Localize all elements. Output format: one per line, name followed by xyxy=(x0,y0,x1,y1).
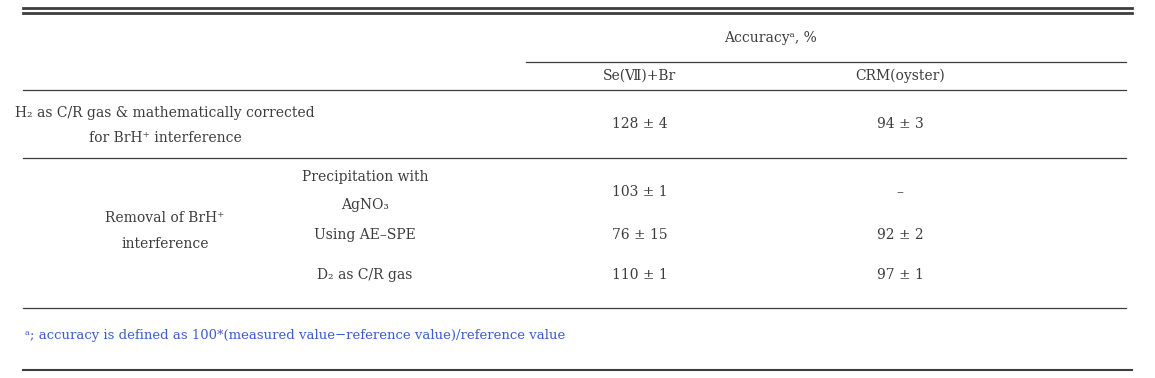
Text: 103 ± 1: 103 ± 1 xyxy=(612,185,668,199)
Text: –: – xyxy=(896,185,903,199)
Text: interference: interference xyxy=(121,237,209,251)
Text: Se(Ⅶ)+Br: Se(Ⅶ)+Br xyxy=(603,69,677,83)
Text: CRM(oyster): CRM(oyster) xyxy=(855,69,945,83)
Text: ᵃ; accuracy is defined as 100*(measured value−reference value)/reference value: ᵃ; accuracy is defined as 100*(measured … xyxy=(25,328,565,341)
Text: 94 ± 3: 94 ± 3 xyxy=(877,117,923,131)
Text: Removal of BrH⁺: Removal of BrH⁺ xyxy=(105,211,225,225)
Text: H₂ as C/R gas & mathematically corrected: H₂ as C/R gas & mathematically corrected xyxy=(15,106,315,120)
Text: 110 ± 1: 110 ± 1 xyxy=(612,268,668,282)
Text: 128 ± 4: 128 ± 4 xyxy=(612,117,668,131)
Text: D₂ as C/R gas: D₂ as C/R gas xyxy=(318,268,412,282)
Text: 76 ± 15: 76 ± 15 xyxy=(612,228,668,242)
Text: Precipitation with: Precipitation with xyxy=(301,170,429,184)
Text: Using AE–SPE: Using AE–SPE xyxy=(314,228,416,242)
Text: 97 ± 1: 97 ± 1 xyxy=(877,268,924,282)
Text: 92 ± 2: 92 ± 2 xyxy=(877,228,923,242)
Text: for BrH⁺ interference: for BrH⁺ interference xyxy=(89,131,241,145)
Text: Accuracyᵃ, %: Accuracyᵃ, % xyxy=(724,31,817,45)
Text: AgNO₃: AgNO₃ xyxy=(341,198,389,212)
